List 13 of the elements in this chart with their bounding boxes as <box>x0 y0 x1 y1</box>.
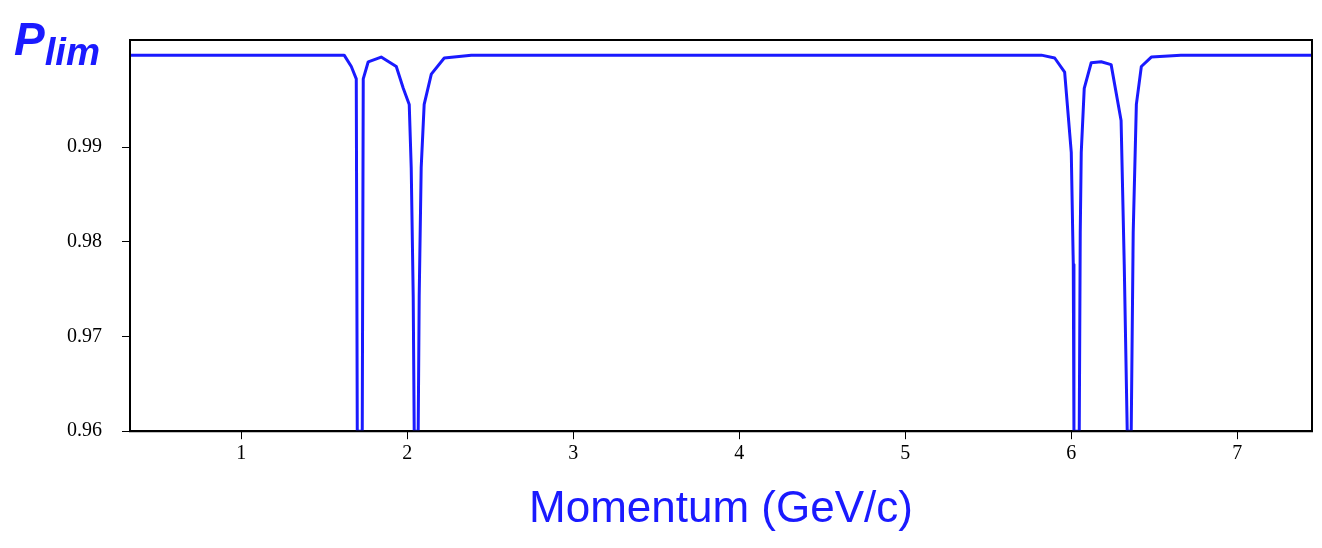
y-tick-label: 0.97 <box>67 323 102 346</box>
x-tick-label: 6 <box>1066 441 1077 464</box>
x-tick-label: 1 <box>236 441 247 464</box>
x-tick-label: 4 <box>734 441 745 464</box>
y-tick-label: 0.98 <box>67 229 102 252</box>
x-tick-label: 5 <box>900 441 911 464</box>
x-tick-label: 2 <box>402 441 413 464</box>
x-tick-label: 3 <box>568 441 579 464</box>
y-tick-label: 0.99 <box>67 134 102 157</box>
x-axis-title: Momentum (GeV/c) <box>529 481 913 531</box>
x-tick-label: 7 <box>1232 441 1243 464</box>
y-axis-title: P$_{lim}$ <box>14 13 101 74</box>
y-tick-label: 0.96 <box>67 418 102 441</box>
